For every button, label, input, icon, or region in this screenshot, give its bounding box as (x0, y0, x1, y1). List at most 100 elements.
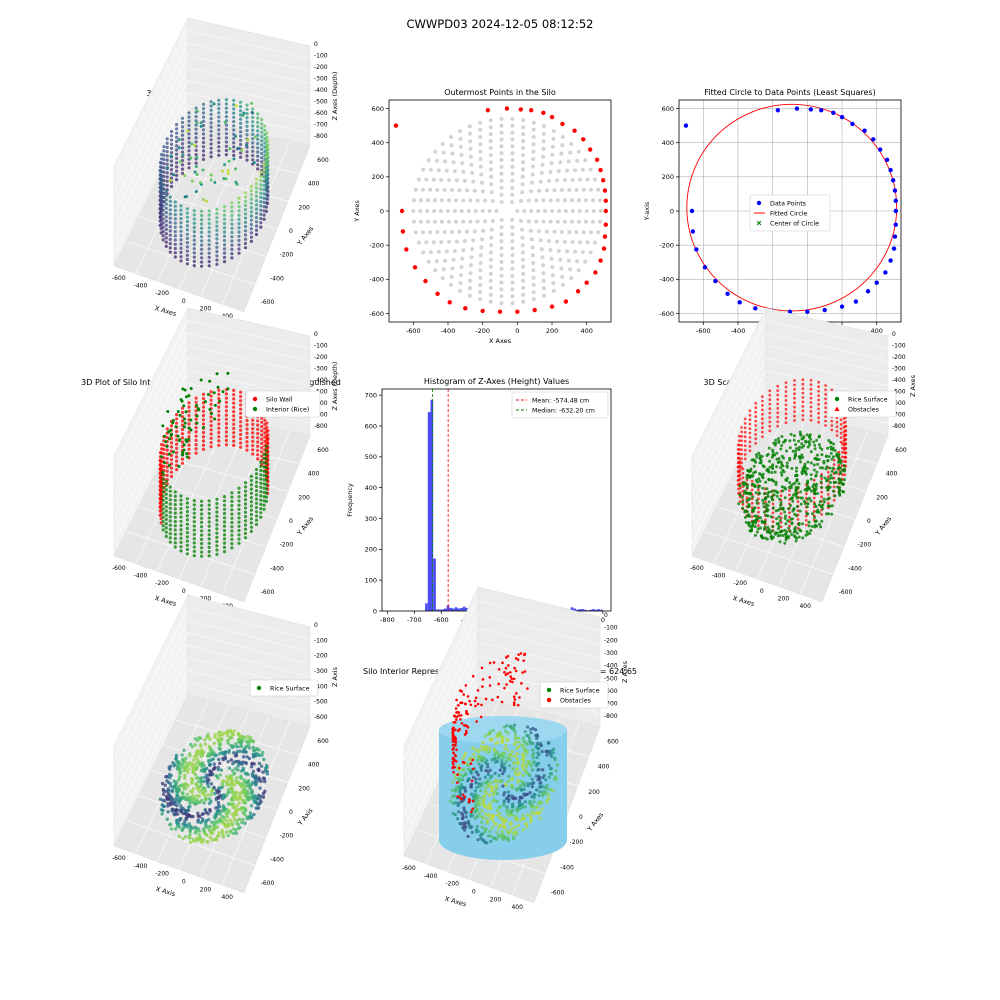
data-point (164, 513, 168, 517)
data-point (814, 485, 818, 488)
wall-grid (477, 641, 601, 673)
data-point (770, 478, 774, 482)
data-point (254, 207, 259, 211)
data-point (239, 109, 243, 113)
obstacle-point (506, 672, 510, 675)
data-point (177, 146, 181, 150)
data-point (245, 440, 249, 444)
data-point (489, 789, 493, 793)
data-point (497, 773, 501, 778)
data-point (501, 772, 505, 776)
data-point (213, 765, 217, 770)
data-point (830, 419, 834, 423)
data-point (830, 457, 834, 461)
data-point (188, 801, 192, 805)
interior-point (446, 209, 450, 213)
data-point (811, 485, 815, 489)
interior-point (510, 164, 515, 169)
data-point (192, 515, 196, 520)
data-point (195, 121, 199, 125)
data-point (256, 112, 260, 116)
data-point (187, 796, 191, 801)
interior-point (521, 278, 526, 283)
data-point (246, 795, 250, 799)
x-tick-label: -400 (134, 863, 148, 870)
data-point (458, 778, 462, 782)
data-point (755, 530, 759, 534)
wall-grid (187, 67, 311, 97)
data-point (780, 473, 784, 477)
data-point (531, 748, 535, 752)
interior-point (466, 209, 471, 213)
data-point (235, 818, 239, 823)
interior-point (439, 198, 444, 203)
data-point (262, 469, 266, 473)
data-point (793, 383, 796, 387)
data-point (829, 451, 833, 455)
interior-point (510, 185, 515, 190)
interior-point (450, 230, 454, 234)
interior-point (480, 180, 484, 185)
data-point (774, 483, 778, 487)
data-point (768, 402, 772, 406)
interior-point (521, 299, 526, 304)
data-point (179, 242, 183, 246)
wall-grid (113, 92, 189, 242)
y-tick-label: 200 (662, 173, 674, 181)
data-point (743, 510, 747, 514)
data-point (828, 504, 832, 508)
interior-point (581, 187, 586, 192)
y-tick-label: 0 (867, 518, 871, 525)
data-point (797, 448, 801, 452)
data-point (487, 750, 492, 754)
data-point (184, 395, 188, 399)
data-point (225, 793, 229, 797)
y-tick-label: 100 (365, 576, 377, 584)
data-point (535, 743, 539, 747)
data-point (218, 761, 222, 765)
data-point (785, 464, 789, 468)
data-point (186, 814, 190, 818)
data-point (217, 426, 221, 430)
data-point (217, 145, 221, 149)
data-point (751, 508, 755, 512)
z-tick-label: -400 (604, 663, 618, 670)
interior-point (411, 209, 416, 213)
data-point (189, 156, 193, 160)
interior-point (450, 151, 455, 156)
y-tick-label: 600 (372, 105, 384, 113)
data-point (549, 754, 554, 759)
data-point (463, 821, 467, 825)
data-point (262, 162, 266, 166)
data-point (222, 238, 227, 243)
interior-point (426, 158, 431, 163)
data-point (176, 434, 180, 438)
data-point (553, 756, 557, 760)
data-point (262, 217, 266, 221)
interior-point (499, 137, 504, 142)
wall-grid (113, 619, 189, 772)
data-point (230, 491, 234, 495)
legend-label: Silo Wall (266, 396, 293, 403)
data-point (198, 776, 203, 781)
obstacle-point (471, 758, 474, 762)
data-point (506, 738, 510, 743)
data-point (185, 249, 189, 253)
data-point (194, 426, 198, 430)
x-tick-label: -200 (445, 881, 459, 888)
data-point (260, 429, 264, 433)
obstacle-point (513, 666, 516, 670)
wall-grid (187, 92, 311, 122)
data-point (236, 146, 240, 150)
data-point (256, 163, 260, 167)
data-point (180, 133, 185, 137)
interior-point (510, 116, 515, 121)
data-point (249, 508, 253, 512)
data-point (195, 786, 199, 791)
data-point (215, 540, 219, 544)
chart-raw-3d: 3D Plot of Silo Interior(row data)-600-4… (112, 17, 339, 320)
data-point (243, 821, 247, 825)
interior-point (478, 149, 483, 154)
data-point (216, 800, 221, 805)
data-point (238, 749, 242, 753)
